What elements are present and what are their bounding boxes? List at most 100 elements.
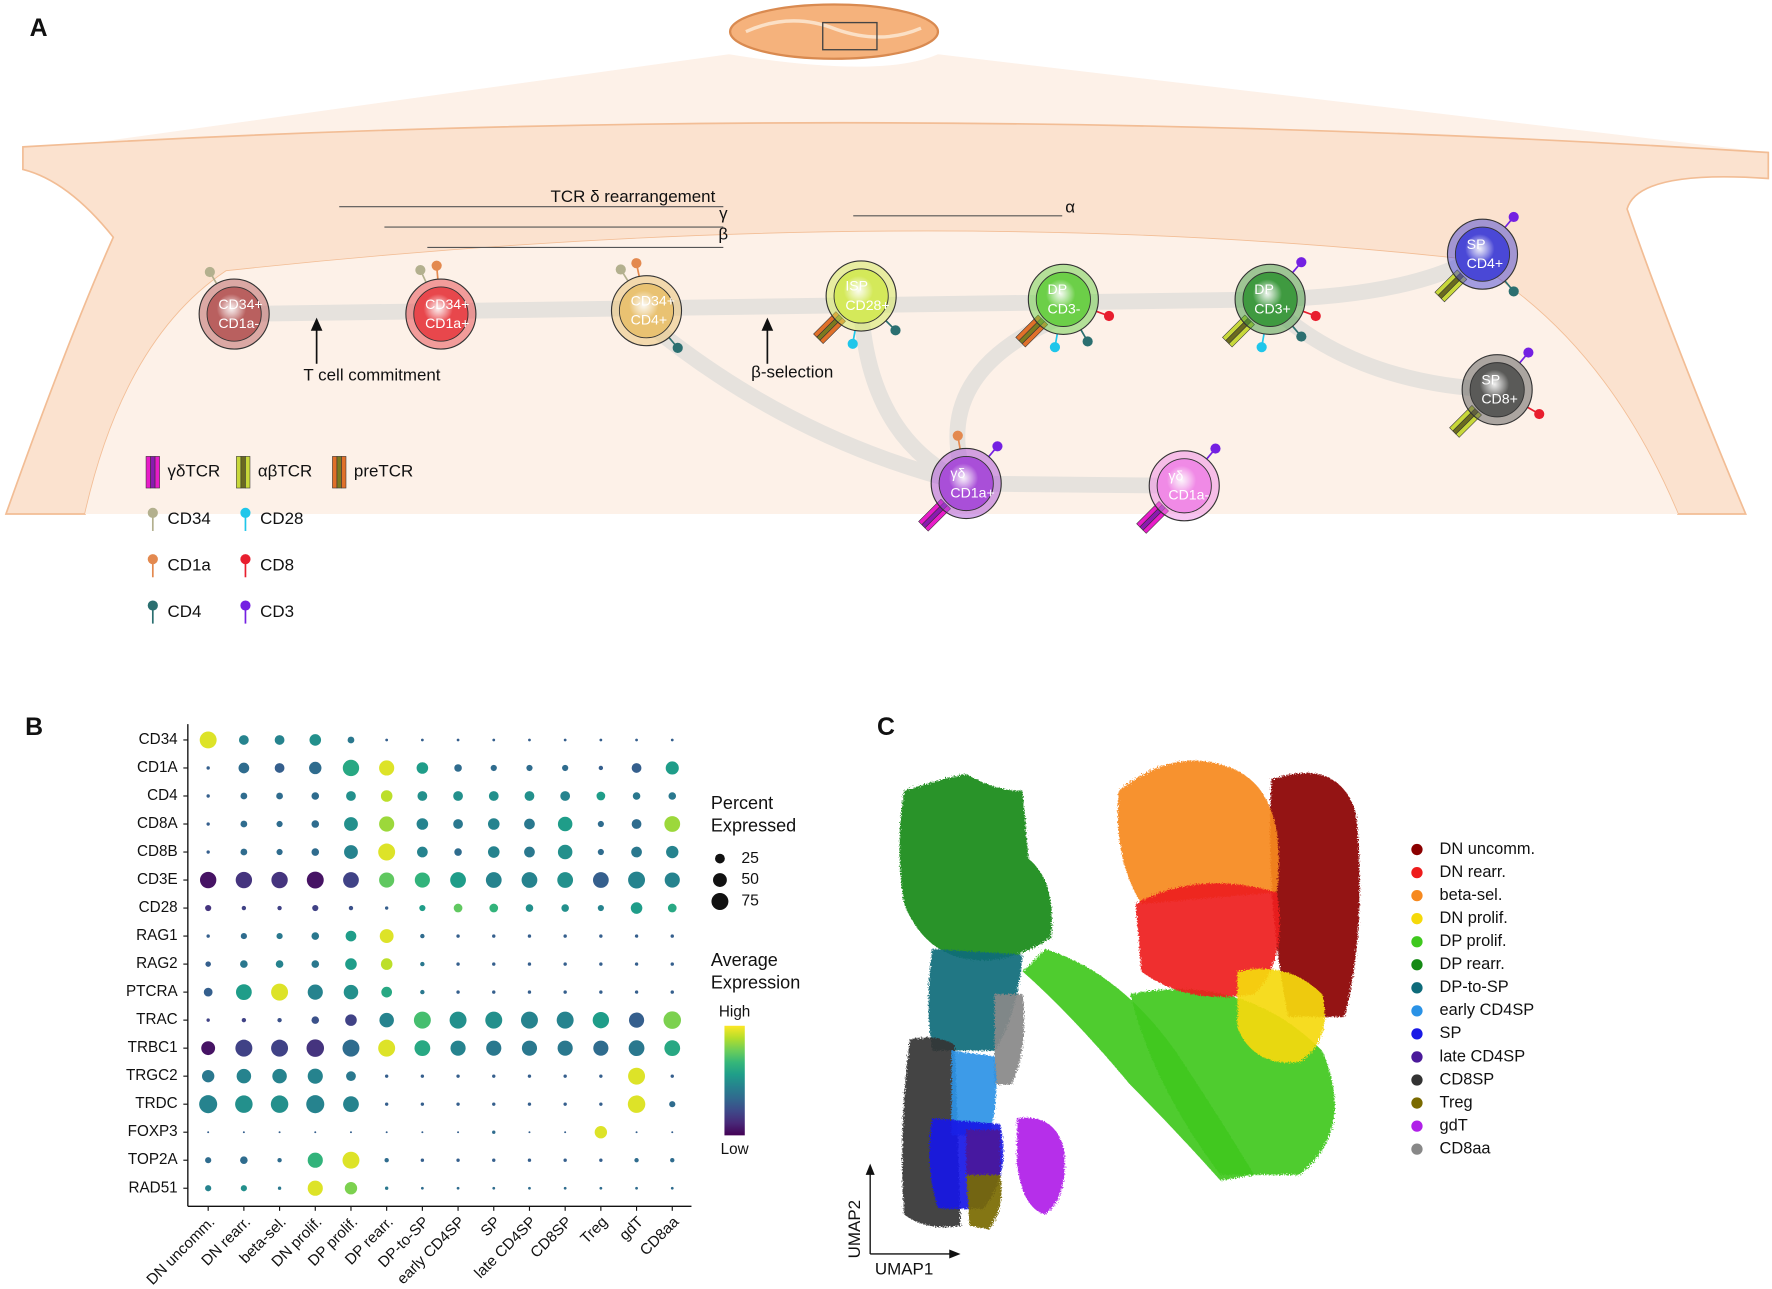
legend-swatch xyxy=(1411,1120,1423,1132)
dot xyxy=(561,904,569,912)
dot xyxy=(450,872,466,888)
dot xyxy=(453,819,463,829)
dot xyxy=(597,904,604,912)
receptor xyxy=(918,498,951,532)
dot xyxy=(490,764,497,772)
dot xyxy=(311,848,320,856)
receptor-stripe xyxy=(150,456,156,489)
arrow-head xyxy=(865,1163,875,1175)
dot xyxy=(342,1039,360,1057)
cell-nucleus xyxy=(1242,271,1298,327)
dot xyxy=(527,962,532,966)
annotation: γ xyxy=(719,204,728,223)
dot xyxy=(449,1011,467,1029)
dot xyxy=(271,1039,289,1057)
annotation: T cell commitment xyxy=(303,366,440,385)
legend-head xyxy=(147,600,158,611)
cell-label: CD4+ xyxy=(631,312,667,328)
dot xyxy=(240,792,248,800)
cluster-region xyxy=(951,1050,997,1136)
cell-label: CD34+ xyxy=(218,296,262,312)
legend-label: αβTCR xyxy=(258,462,312,481)
dot xyxy=(417,846,428,858)
dot xyxy=(240,1156,248,1165)
dot xyxy=(525,904,534,912)
size-key-label: 50 xyxy=(741,871,759,888)
legend-title: Average xyxy=(711,950,778,970)
dot xyxy=(635,1131,638,1134)
dot xyxy=(665,761,679,775)
marker-head xyxy=(1049,342,1061,353)
dot xyxy=(277,905,282,911)
y-tick-label: TRGC2 xyxy=(126,1067,178,1084)
y-tick-label: CD8B xyxy=(137,843,178,860)
arrow-head xyxy=(761,317,774,331)
dot xyxy=(380,790,393,802)
dot xyxy=(596,791,606,801)
dot xyxy=(670,934,674,938)
dot xyxy=(274,735,285,745)
cell-label: ISP xyxy=(845,278,868,294)
marker-head xyxy=(615,264,626,275)
marker-head xyxy=(1310,310,1321,322)
dot xyxy=(524,791,535,801)
y-tick-label: CD28 xyxy=(139,899,178,916)
x-axis-label: UMAP1 xyxy=(875,1259,933,1278)
legend-label: gdT xyxy=(1440,1116,1468,1134)
legend-label: CD4 xyxy=(168,602,202,621)
dot xyxy=(311,792,320,800)
dot xyxy=(454,848,462,856)
dot xyxy=(670,990,674,994)
dot xyxy=(416,818,429,830)
cell: CD34+ CD1a+ xyxy=(405,260,477,350)
cell: SP CD8+ xyxy=(1449,347,1545,438)
legend-swatch xyxy=(1411,1028,1423,1040)
dot xyxy=(492,1074,496,1078)
dot xyxy=(384,1102,389,1106)
dot xyxy=(528,1131,531,1134)
dot xyxy=(206,794,210,798)
marker-head xyxy=(1296,331,1307,342)
dot xyxy=(205,1185,212,1192)
dot xyxy=(557,844,573,860)
dot xyxy=(343,872,359,888)
dot xyxy=(528,738,531,742)
marker-head xyxy=(1523,347,1534,358)
y-tick-label: PTCRA xyxy=(126,983,179,1000)
cell-nucleus xyxy=(618,283,675,339)
legend-a: γδTCR αβTCR preTCR CD34 CD28 CD1a CD8 CD4 CD3 xyxy=(145,456,413,624)
dot xyxy=(563,738,567,742)
legend-label: DP prolif. xyxy=(1440,932,1507,950)
dot xyxy=(199,1095,218,1114)
annotation: β-selection xyxy=(751,362,833,381)
dot xyxy=(487,846,500,858)
cell-label: CD1a+ xyxy=(425,315,469,331)
cell: DP CD3+ xyxy=(1222,257,1321,353)
dot xyxy=(311,960,320,968)
marker-head xyxy=(1103,310,1115,322)
dot xyxy=(527,934,532,938)
dot xyxy=(380,958,393,970)
dot xyxy=(599,1102,603,1106)
dot xyxy=(593,1040,609,1056)
dot xyxy=(524,818,535,830)
dot xyxy=(241,905,247,911)
cell-label: SP xyxy=(1481,371,1500,387)
marker-head xyxy=(431,260,442,271)
dot xyxy=(307,1152,323,1168)
legend-label: DN rearr. xyxy=(1440,863,1506,881)
legend-head xyxy=(240,507,251,518)
cell: CD34+ CD1a- xyxy=(198,266,270,350)
dot xyxy=(485,872,502,888)
dot xyxy=(414,1040,431,1057)
dot xyxy=(346,791,356,801)
dot xyxy=(342,759,360,777)
dot xyxy=(598,765,604,771)
dot xyxy=(599,990,603,994)
dot xyxy=(238,762,250,774)
y-tick-label: CD1A xyxy=(137,759,179,776)
y-tick-label: TOP2A xyxy=(128,1151,179,1168)
dot xyxy=(488,791,499,801)
legend-label: CD8aa xyxy=(1440,1139,1492,1157)
dot xyxy=(526,764,533,772)
